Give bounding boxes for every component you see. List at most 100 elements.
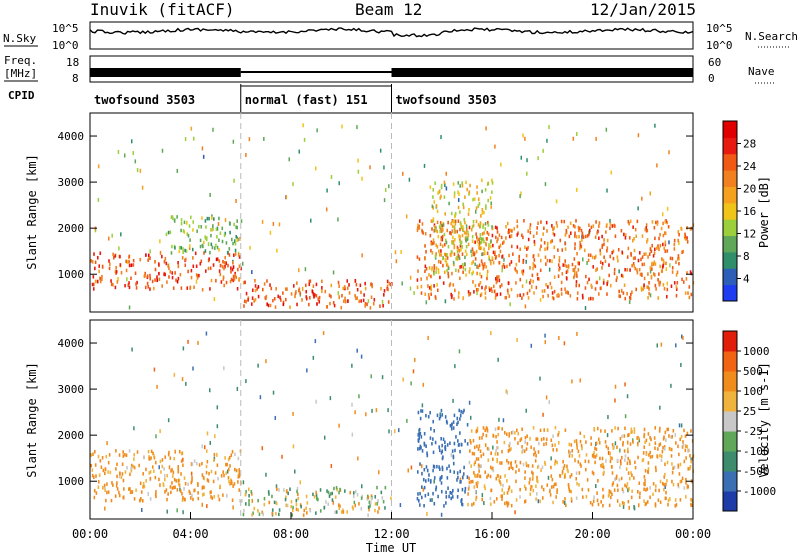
data-cell — [464, 195, 466, 199]
data-cell — [628, 236, 631, 240]
data-cell — [541, 485, 543, 489]
data-cell — [158, 477, 160, 482]
data-cell — [507, 230, 510, 235]
data-cell — [452, 241, 454, 245]
data-cell — [141, 499, 144, 503]
data-cell — [116, 487, 119, 491]
data-cell — [608, 489, 611, 493]
data-cell — [104, 467, 107, 472]
data-cell — [473, 471, 475, 475]
data-cell — [445, 495, 448, 499]
data-cell — [439, 467, 441, 471]
data-cell — [537, 156, 539, 161]
data-cell — [149, 497, 152, 501]
data-cell — [238, 277, 241, 281]
data-cell — [522, 133, 524, 138]
data-cell — [118, 490, 120, 495]
data-cell — [440, 194, 442, 199]
data-cell — [508, 432, 511, 436]
data-cell — [575, 235, 578, 239]
data-cell — [216, 424, 219, 429]
data-cell — [265, 294, 268, 299]
data-cell — [240, 219, 243, 223]
data-cell — [449, 282, 452, 286]
data-cell — [646, 240, 648, 244]
data-cell — [91, 473, 94, 478]
data-cell — [341, 124, 343, 129]
data-cell — [416, 226, 419, 230]
data-cell — [481, 237, 483, 241]
data-cell — [475, 497, 477, 502]
data-cell — [266, 279, 268, 283]
data-cell — [230, 277, 233, 282]
data-cell — [651, 267, 653, 271]
data-cell — [501, 488, 504, 492]
data-cell — [227, 476, 230, 480]
data-cell — [671, 266, 674, 270]
cpid-segment-label: normal (fast) 151 — [245, 93, 368, 107]
data-cell — [468, 485, 470, 489]
data-cell — [616, 483, 619, 488]
data-cell — [161, 458, 164, 462]
data-cell — [557, 263, 560, 267]
data-cell — [666, 427, 669, 432]
data-cell — [436, 245, 439, 249]
data-cell — [473, 290, 475, 294]
data-cell — [132, 258, 135, 263]
data-cell — [674, 498, 677, 502]
data-cell — [510, 287, 513, 292]
data-cell — [564, 428, 567, 432]
data-cell — [346, 286, 349, 291]
data-cell — [551, 224, 553, 228]
data-cell — [211, 214, 213, 218]
data-cell — [504, 474, 506, 478]
data-cell — [334, 495, 337, 499]
data-cell — [308, 302, 310, 307]
data-cell — [612, 481, 615, 485]
data-cell — [360, 290, 362, 295]
data-cell — [516, 293, 519, 298]
data-cell — [472, 197, 474, 202]
data-cell — [298, 268, 300, 273]
data-cell — [203, 240, 205, 245]
data-cell — [312, 292, 315, 296]
data-cell — [145, 253, 147, 257]
data-cell — [132, 151, 135, 156]
data-cell — [453, 243, 456, 248]
data-cell — [531, 284, 533, 289]
data-cell — [209, 440, 212, 445]
data-cell — [421, 222, 424, 226]
data-cell — [487, 223, 490, 227]
data-cell — [658, 247, 660, 252]
data-cell — [533, 242, 536, 247]
data-cell — [643, 252, 646, 257]
data-cell — [542, 412, 544, 417]
data-cell — [143, 455, 145, 460]
data-cell — [190, 462, 193, 467]
data-cell — [629, 296, 632, 301]
data-cell — [382, 499, 385, 504]
data-cell — [490, 331, 492, 336]
freq-bar-segment — [90, 68, 241, 77]
data-cell — [685, 456, 687, 460]
colorbar-tick-label: 12 — [743, 228, 756, 241]
data-cell — [174, 271, 176, 275]
data-cell — [443, 195, 446, 199]
data-cell — [465, 252, 468, 257]
data-cell — [653, 260, 656, 264]
data-cell — [554, 462, 556, 466]
data-cell — [594, 254, 597, 259]
data-cell — [407, 468, 409, 473]
data-cell — [515, 281, 517, 285]
data-cell — [158, 277, 161, 282]
data-cell — [410, 465, 413, 470]
data-cell — [418, 226, 421, 230]
data-cell — [453, 194, 456, 199]
data-cell — [638, 267, 641, 272]
data-cell — [563, 341, 566, 346]
data-cell — [201, 502, 204, 507]
data-cell — [172, 286, 175, 290]
data-cell — [540, 220, 542, 224]
data-cell — [297, 496, 300, 501]
data-cell — [433, 479, 435, 484]
